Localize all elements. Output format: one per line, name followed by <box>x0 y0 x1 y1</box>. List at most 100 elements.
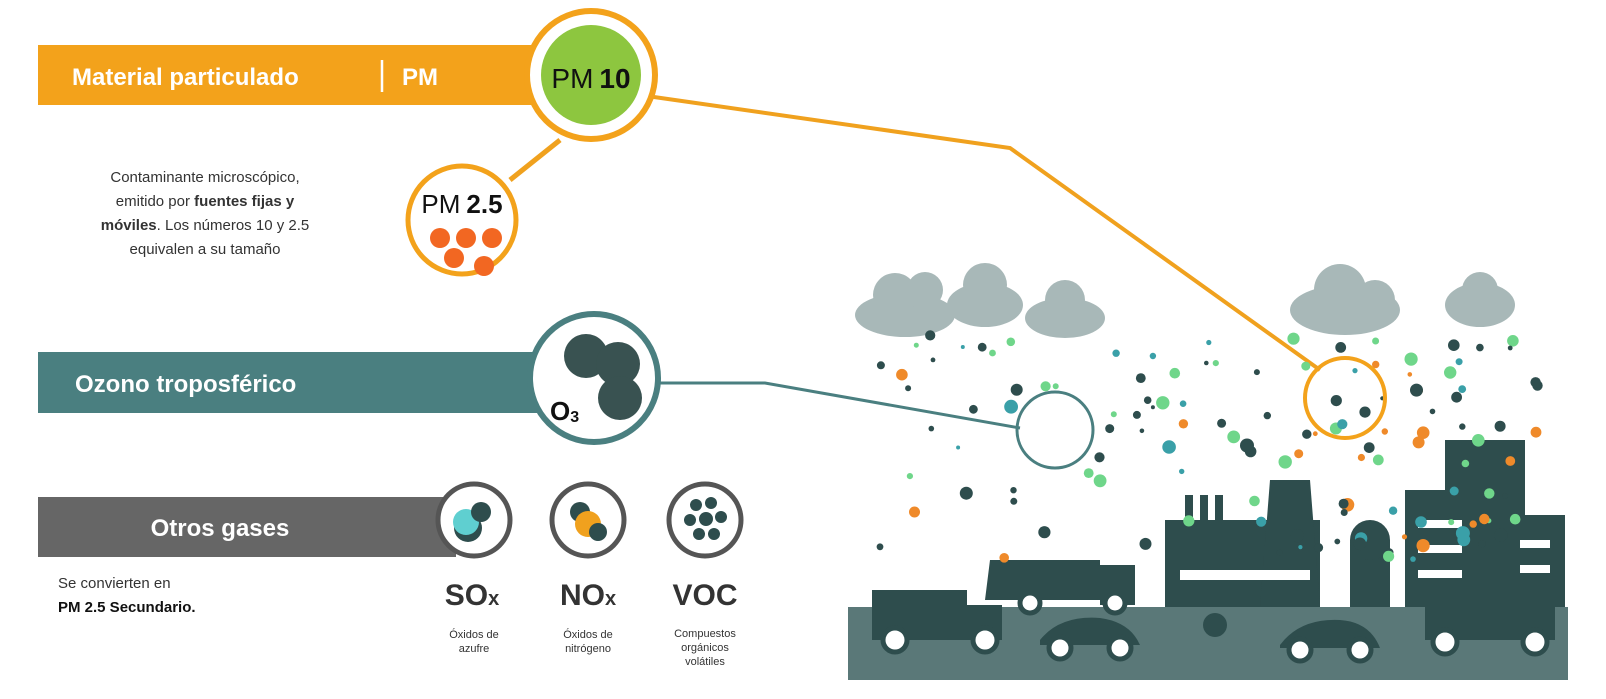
cloud <box>1462 272 1498 308</box>
particle <box>1352 368 1357 373</box>
atom <box>589 523 607 541</box>
particle <box>1459 423 1465 429</box>
text: . Los números 10 y 2.5 <box>157 217 310 234</box>
particle <box>1472 434 1485 447</box>
particle <box>482 228 502 248</box>
section-title: Otros gases <box>151 515 290 542</box>
atom <box>471 502 491 522</box>
particle <box>430 228 450 248</box>
text-bold: móviles <box>101 217 157 234</box>
gas-name: volátiles <box>685 656 725 668</box>
particle <box>1530 377 1540 387</box>
cloud <box>1045 280 1085 320</box>
gas-name: Compuestos <box>674 628 736 640</box>
particle <box>1339 499 1349 509</box>
pm-size: 10 <box>599 63 630 94</box>
note-line: PM 2.5 Secundario. <box>58 599 196 616</box>
particle <box>1183 515 1194 526</box>
particle <box>1505 456 1515 466</box>
particle <box>1462 460 1470 468</box>
particle <box>1291 529 1304 542</box>
particle <box>1151 405 1155 409</box>
particle <box>1136 373 1146 383</box>
particle <box>1004 400 1018 414</box>
particle <box>914 343 919 348</box>
particle <box>1402 534 1407 539</box>
gas-formula: SOx <box>445 579 499 612</box>
particle <box>1478 540 1486 548</box>
particle <box>1213 360 1219 366</box>
particle <box>909 507 920 518</box>
description: Contaminante microscópico, emitido por f… <box>101 169 309 258</box>
particle <box>1448 519 1454 525</box>
particle <box>1302 430 1311 439</box>
pm-text: PM <box>421 189 460 219</box>
particle <box>1094 452 1104 462</box>
particle <box>969 405 978 414</box>
particle <box>1417 539 1430 552</box>
particle <box>474 256 494 276</box>
pm-size: 2.5 <box>466 189 502 219</box>
particle <box>929 426 935 432</box>
wheel <box>1433 630 1457 654</box>
particle <box>905 385 911 391</box>
description-line: equivalen a su tamaño <box>130 241 281 258</box>
buildings <box>1165 440 1565 607</box>
text-bold: fuentes fijas y <box>194 193 295 210</box>
description-line: Contaminante microscópico, <box>110 169 299 186</box>
particle <box>1041 381 1051 391</box>
particle <box>1179 419 1188 428</box>
gas-name: azufre <box>459 643 490 655</box>
text: emitido por <box>116 193 194 210</box>
particle <box>1162 440 1176 454</box>
cloud <box>963 263 1007 307</box>
particle <box>1204 361 1209 366</box>
particle <box>1011 384 1023 396</box>
atom <box>715 511 727 523</box>
particle <box>1105 424 1114 433</box>
particle <box>1450 487 1459 496</box>
particle <box>1382 428 1388 434</box>
particle <box>1448 339 1460 351</box>
particle <box>1010 487 1016 493</box>
particle <box>1313 431 1318 436</box>
particle <box>961 345 965 349</box>
gas-name: Óxidos de <box>563 628 613 641</box>
particle <box>1217 419 1226 428</box>
particle <box>956 446 960 450</box>
wheel <box>1105 593 1125 613</box>
particle <box>1112 350 1119 357</box>
particle <box>1314 543 1323 552</box>
particle <box>1507 335 1519 347</box>
description-line: móviles. Los números 10 y 2.5 <box>101 217 309 234</box>
gas-name: nitrógeno <box>565 643 611 655</box>
particle <box>1331 395 1342 406</box>
page: Material particulado PM PM10 PM2.5 Conta… <box>0 0 1606 694</box>
particle <box>1276 550 1282 556</box>
particle <box>1335 342 1346 353</box>
particle <box>1298 545 1302 549</box>
particle <box>1140 429 1145 434</box>
wheel <box>1109 637 1131 659</box>
particle <box>1227 431 1240 444</box>
particle <box>1337 419 1347 429</box>
gas-names: Óxidos de azufre Óxidos de nitrógeno Com… <box>449 628 736 668</box>
section-title: Ozono troposférico <box>75 371 296 398</box>
particle <box>877 543 884 550</box>
particle <box>1140 538 1152 550</box>
particle <box>1133 411 1141 419</box>
particle <box>1007 338 1016 347</box>
particle <box>978 343 987 352</box>
formula-sub: 3 <box>570 409 579 426</box>
particle <box>1495 421 1506 432</box>
atom <box>684 514 696 526</box>
particle <box>1531 427 1542 438</box>
particle <box>1502 493 1508 499</box>
particle <box>1084 468 1094 478</box>
particle <box>1179 469 1184 474</box>
section-title: Material particulado <box>72 64 299 91</box>
particle <box>1180 400 1187 407</box>
city-illustration <box>848 263 1568 680</box>
particle <box>1206 340 1211 345</box>
particle <box>1341 509 1348 516</box>
